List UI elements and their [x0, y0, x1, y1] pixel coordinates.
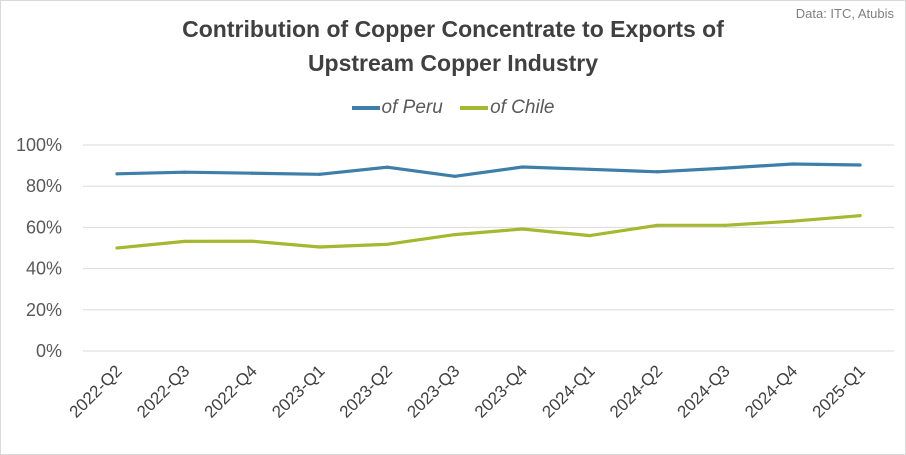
x-tick-label: 2024-Q1 — [538, 361, 598, 421]
chart-title-line-1: Contribution of Copper Concentrate to Ex… — [182, 16, 724, 42]
data-point-peru — [588, 167, 592, 171]
data-point-chile — [182, 239, 187, 244]
x-tick-label: 2025-Q1 — [809, 361, 869, 421]
x-tick-label: 2023-Q3 — [403, 361, 463, 421]
data-point-peru — [385, 165, 389, 169]
data-point-chile — [318, 245, 322, 249]
legend-label-peru: of Peru — [381, 97, 443, 118]
data-point-peru — [250, 171, 254, 175]
data-point-peru — [318, 172, 322, 176]
data-point-chile — [588, 234, 592, 238]
x-tick-label: 2024-Q4 — [741, 361, 801, 421]
y-tick-label: 40% — [26, 259, 62, 279]
x-tick-label: 2023-Q4 — [471, 361, 531, 421]
y-tick-label: 20% — [26, 300, 62, 320]
data-point-peru — [115, 172, 119, 176]
chart-title: Contribution of Copper Concentrate to Ex… — [0, 12, 906, 80]
x-tick-label: 2022-Q2 — [66, 361, 126, 421]
data-point-peru — [723, 166, 727, 170]
data-point-chile — [385, 242, 389, 246]
y-tick-label: 60% — [26, 217, 62, 237]
x-tick-label: 2022-Q4 — [201, 361, 261, 421]
series-line-peru — [116, 162, 861, 178]
series-line-chile — [116, 214, 861, 250]
data-point-chile — [790, 219, 795, 223]
data-point-chile — [115, 246, 119, 250]
data-point-chile — [453, 233, 457, 237]
legend-item-peru: of Peru — [351, 97, 443, 119]
x-tick-label: 2024-Q3 — [674, 361, 734, 421]
x-tick-label: 2023-Q1 — [268, 361, 328, 421]
data-point-peru — [520, 165, 524, 169]
data-point-chile — [723, 223, 727, 227]
legend-swatch-peru — [351, 106, 380, 110]
x-tick-label: 2022-Q3 — [133, 361, 193, 421]
data-point-peru — [655, 170, 660, 174]
data-point-chile — [655, 223, 660, 227]
legend-swatch-chile — [460, 106, 489, 110]
x-tick-label: 2024-Q2 — [606, 361, 666, 421]
data-point-chile — [520, 227, 524, 231]
chart-title-line-2: Upstream Copper Industry — [307, 50, 599, 76]
legend: of Peru of Chile — [0, 94, 906, 119]
data-point-chile — [858, 214, 862, 218]
data-point-peru — [858, 163, 862, 167]
data-point-chile — [250, 239, 254, 243]
source-note: Data: ITC, Atubis — [795, 6, 894, 21]
x-tick-label: 2023-Q2 — [336, 361, 396, 421]
data-point-peru — [182, 170, 187, 174]
y-tick-label: 100% — [16, 135, 62, 155]
y-tick-label: 0% — [36, 341, 62, 361]
legend-label-chile: of Chile — [490, 97, 555, 118]
data-point-peru — [453, 174, 457, 178]
y-tick-label: 80% — [26, 176, 62, 196]
legend-item-chile: of Chile — [460, 97, 554, 119]
data-point-peru — [790, 162, 795, 166]
